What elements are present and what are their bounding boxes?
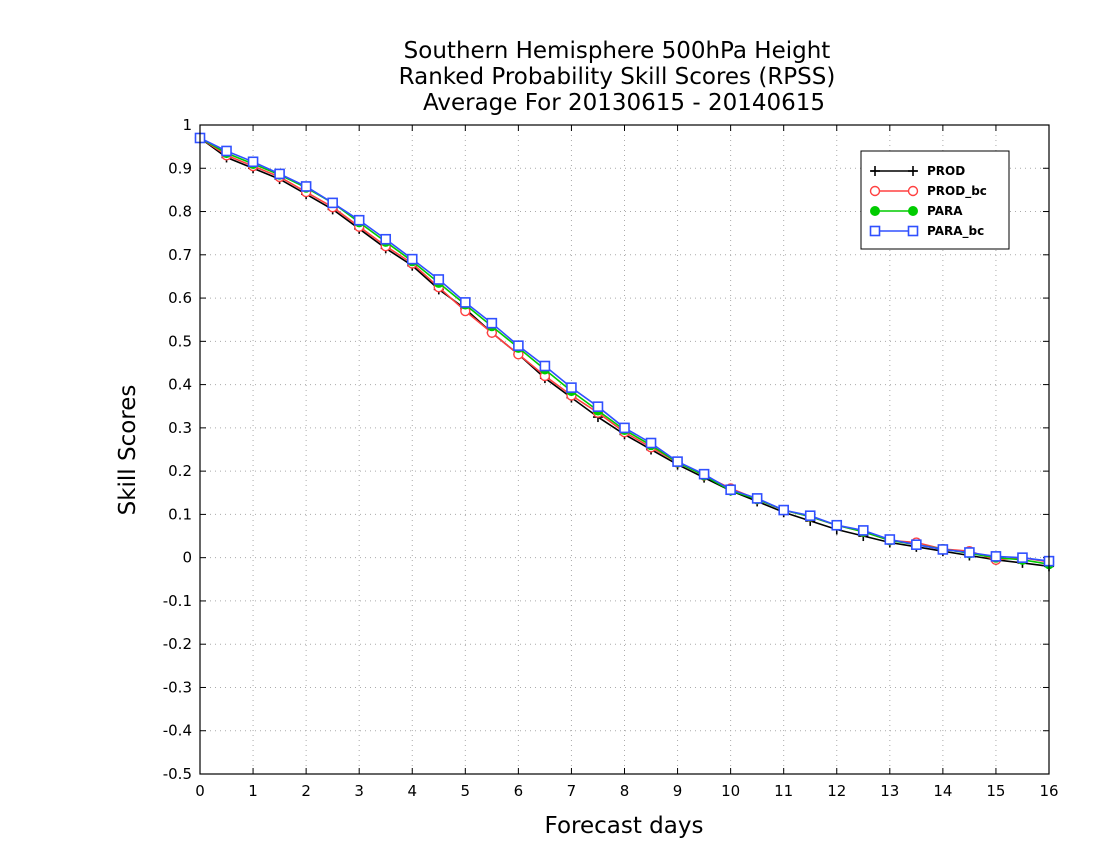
- y-tick-label: 0.2: [168, 462, 192, 480]
- series-layer: [194, 132, 1055, 572]
- series-para-bc-point: [698, 468, 710, 480]
- x-axis-title: Forecast days: [545, 813, 704, 839]
- series-para-bc-point: [778, 504, 789, 516]
- legend-prod-swatch-start-point: [870, 166, 880, 176]
- x-tick-label: 0: [195, 782, 205, 800]
- x-tick-label: 10: [721, 782, 740, 800]
- legend: PROD PROD_bc PARA PARA_bc: [860, 150, 1010, 250]
- series-para-bc-point: [964, 547, 975, 558]
- series-para-bc-point: [672, 456, 683, 467]
- x-tick-label: 1: [248, 782, 258, 800]
- y-tick-label: 0.1: [168, 505, 192, 523]
- series-para-bc-point: [274, 168, 285, 180]
- grid-layer: [200, 125, 1049, 774]
- series-para-bc-point: [725, 484, 736, 496]
- series-para-bc-point: [645, 437, 657, 449]
- x-tick-label: 14: [933, 782, 952, 800]
- y-axis-title: Skill Scores: [115, 385, 141, 516]
- legend-para-bc-swatch-end-point: [907, 225, 919, 237]
- series-para-bc-point: [592, 401, 604, 412]
- legend-prod-bc: PROD_bc: [869, 184, 987, 199]
- legend-para-swatch-end-point: [908, 206, 918, 216]
- y-tick-label: 0.7: [168, 246, 192, 264]
- series-para-bc-point: [857, 525, 869, 536]
- series-para-bc-point: [831, 519, 843, 531]
- y-tick-label: 0.4: [168, 376, 192, 394]
- plot-frame: [199, 124, 1050, 775]
- y-tick-label: 0: [182, 549, 192, 567]
- x-tick-label: 4: [407, 782, 417, 800]
- y-tick-label: -0.1: [163, 592, 192, 610]
- series-para-bc-point: [619, 422, 630, 434]
- legend-prod-bc-swatch-end-point: [907, 185, 919, 197]
- series-para-bc-point: [380, 233, 392, 245]
- chart-title-line-3: Average For 20130615 - 20140615: [423, 90, 825, 116]
- legend-prod-bc-swatch-start-point: [869, 185, 881, 197]
- series-para-bc-point: [300, 181, 312, 192]
- legend-para: PARA: [870, 204, 963, 218]
- legend-prod: PROD: [870, 164, 965, 178]
- y-tick-label: -0.3: [163, 678, 192, 696]
- legend-prod-bc-label: PROD_bc: [927, 184, 987, 199]
- x-tick-label: 16: [1039, 782, 1058, 800]
- chart-title-line-1: Southern Hemisphere 500hPa Height: [404, 38, 831, 64]
- y-tick-label: 0.8: [168, 203, 192, 221]
- series-para-bc-point: [460, 297, 471, 308]
- x-tick-label: 7: [567, 782, 577, 800]
- series-para-bc-point: [884, 534, 896, 545]
- x-tick-label: 3: [354, 782, 364, 800]
- x-tick-label: 13: [880, 782, 899, 800]
- series-para-bc-point: [513, 340, 524, 351]
- tick-layer: 0 1 2 3 4 5 6 7 8 9 10 11 12 13 14 15 16-0.5-0.4-0.3-0.2…: [163, 116, 1059, 800]
- series-para-bc-point: [566, 382, 577, 393]
- x-tick-label: 15: [986, 782, 1005, 800]
- series-para-bc-point: [1017, 552, 1028, 563]
- legend-para-swatch-start-point: [870, 206, 880, 216]
- y-tick-label: -0.2: [163, 635, 192, 653]
- legend-box: [860, 150, 1010, 250]
- chart-title-line-2: Ranked Probability Skill Scores (RPSS): [399, 64, 836, 90]
- series-para-bc-point: [433, 274, 445, 285]
- legend-para-bc-swatch-start-point: [869, 225, 881, 237]
- x-tick-label: 5: [461, 782, 471, 800]
- series-para-bc-point: [751, 493, 763, 504]
- series-para-bc-point: [353, 214, 365, 226]
- x-tick-label: 12: [827, 782, 846, 800]
- series-para-bc-point: [327, 197, 338, 209]
- legend-para-label: PARA: [927, 204, 963, 218]
- series-para-bc-point: [911, 539, 922, 550]
- x-tick-label: 11: [774, 782, 793, 800]
- series-para-bc-point: [539, 360, 551, 372]
- y-tick-label: -0.5: [163, 765, 192, 783]
- legend-items: PROD PROD_bc PARA PARA_bc: [869, 164, 987, 239]
- series-para-bc-point: [406, 253, 418, 265]
- x-tick-label: 8: [620, 782, 630, 800]
- y-tick-label: 0.5: [168, 332, 192, 350]
- y-tick-label: 0.9: [168, 159, 192, 177]
- series-para-bc-point: [221, 145, 232, 157]
- x-tick-label: 6: [514, 782, 524, 800]
- series-para-bc-point: [486, 317, 498, 329]
- y-tick-label: 0.6: [168, 289, 192, 307]
- y-tick-label: 0.3: [168, 419, 192, 437]
- x-tick-label: 2: [301, 782, 311, 800]
- series-para-bc-point: [937, 544, 949, 555]
- series-para-bc: [194, 132, 1055, 567]
- series-para-bc-point: [804, 510, 816, 521]
- x-tick-label: 9: [673, 782, 683, 800]
- y-tick-label: 1: [182, 116, 192, 134]
- legend-prod-label: PROD: [927, 164, 965, 178]
- legend-prod-swatch-end-point: [908, 166, 918, 176]
- series-para-bc-point: [990, 551, 1002, 562]
- series-para-bc-point: [247, 156, 259, 168]
- y-tick-label: -0.4: [163, 722, 192, 740]
- legend-para-bc: PARA_bc: [869, 224, 984, 239]
- legend-para-bc-label: PARA_bc: [927, 224, 984, 239]
